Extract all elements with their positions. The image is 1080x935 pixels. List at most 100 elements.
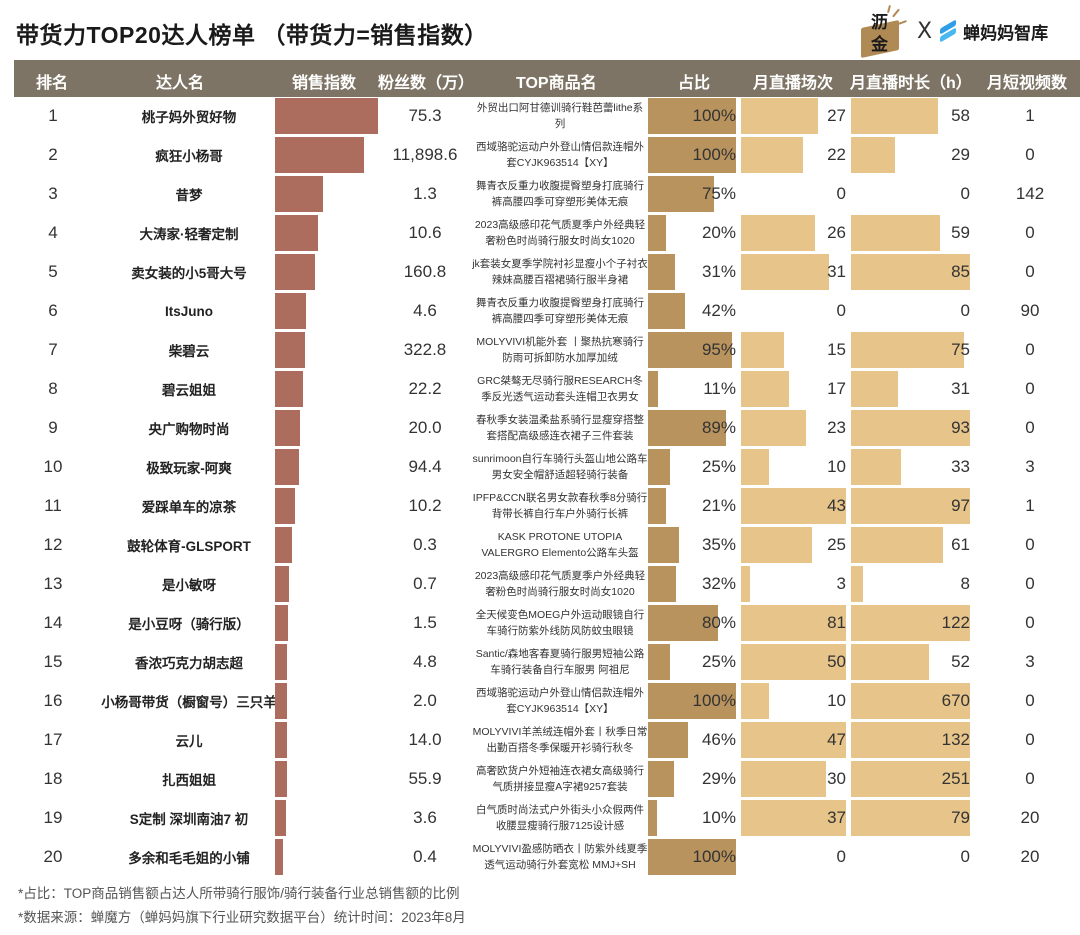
live-hours-cell: 31: [951, 379, 970, 398]
table-row: 15 香浓巧克力胡志超 4.8 Santic/森地客春夏骑行服男短袖公路车骑行装备自行…: [14, 644, 1080, 683]
live-sessions-cell: 27: [827, 106, 846, 125]
share-bar: [648, 527, 679, 563]
live-sessions-cell: 81: [827, 613, 846, 632]
short-videos-cell: 1: [1025, 496, 1035, 515]
table-header: 排名 达人名 销售指数 粉丝数（万） TOP商品名 占比 月直播场次 月直播时长…: [14, 60, 1080, 97]
live-sessions-bar: [741, 800, 846, 836]
live-sessions-cell: 26: [827, 223, 846, 242]
live-hours-bar: [851, 371, 898, 407]
fans-cell: 10.2: [408, 496, 442, 515]
live-sessions-bar: [741, 566, 750, 602]
influencer-name: 扎西姐姐: [162, 773, 216, 788]
short-videos-cell: 0: [1025, 730, 1035, 749]
live-hours-bar: [851, 761, 970, 797]
live-sessions-bar: [741, 215, 815, 251]
top-product-cell: 2023高级感印花气质夏季户外经典轻奢粉色时尚骑行服女时尚女1020: [474, 219, 646, 247]
short-videos-cell: 0: [1025, 691, 1035, 710]
live-hours-cell: 61: [951, 535, 970, 554]
influencer-name: S定制 深圳南油7 初: [129, 812, 249, 827]
live-hours-cell: 79: [951, 808, 970, 827]
live-sessions-bar: [741, 644, 846, 680]
share-bar: [648, 800, 657, 836]
top-product-cell: KASK PROTONE UTOPIA VALERGRO Elemento公路车…: [481, 531, 639, 559]
share-bar: [648, 488, 666, 524]
sales-index-bar: [275, 332, 305, 368]
live-sessions-cell: 47: [827, 730, 846, 749]
col-rank: 排名: [36, 75, 69, 92]
sales-index-bar: [275, 410, 300, 446]
page-title: 带货力TOP20达人榜单 （带货力=销售指数）: [16, 22, 488, 48]
table-row: 19 S定制 深圳南油7 初 3.6 白气质时尚法式户外街头小众假两件收腰显瘦骑行服7…: [14, 800, 1080, 839]
live-sessions-cell: 23: [827, 418, 846, 437]
top-product-cell: 春秋季女装温柔盐系骑行显瘦穿搭整套搭配高级感连衣裙子三件套装: [476, 414, 644, 442]
share-cell: 75%: [701, 184, 736, 203]
share-cell: 29%: [701, 769, 736, 788]
col-live-hours: 月直播时长（h）: [850, 75, 972, 92]
table-row: 14 是小豆呀（骑行版） 1.5 全天候变色MOEG户外运动眼镜自行车骑行防紫外线防风…: [14, 605, 1080, 644]
chanmama-icon: [938, 19, 958, 43]
live-sessions-bar: [741, 410, 806, 446]
fans-cell: 10.6: [408, 223, 442, 242]
share-cell: 42%: [701, 301, 736, 320]
share-bar: [648, 566, 676, 602]
live-sessions-cell: 15: [827, 340, 846, 359]
live-hours-bar: [851, 527, 943, 563]
live-hours-cell: 8: [960, 574, 970, 593]
top-product-cell: sunrimoon自行车骑行头盔山地公路车男女安全帽舒适超轻骑行装备: [472, 453, 648, 481]
live-hours-bar: [851, 449, 901, 485]
rank-cell: 15: [43, 652, 63, 671]
sales-index-bar: [275, 215, 318, 251]
sales-index-bar: [275, 98, 378, 134]
table-row: 2 疯狂小杨哥 11,898.6 西域骆驼运动户外登山情侣款连帽外套CYJK96351…: [14, 137, 1080, 176]
col-share: 占比: [678, 75, 711, 92]
influencer-name: 云儿: [175, 734, 203, 749]
fans-cell: 322.8: [403, 340, 447, 359]
live-hours-cell: 59: [951, 223, 970, 242]
short-videos-cell: 0: [1025, 613, 1035, 632]
live-sessions-bar: [741, 449, 769, 485]
short-videos-cell: 90: [1020, 301, 1040, 320]
rank-cell: 20: [43, 847, 63, 866]
live-hours-cell: 0: [960, 301, 970, 320]
top-product-cell: GRC桀骜无尽骑行服RESEARCH冬季反光透气运动套头连帽卫衣男女: [477, 375, 643, 403]
rank-cell: 9: [48, 418, 58, 437]
rank-cell: 18: [43, 769, 63, 788]
short-videos-cell: 1: [1025, 106, 1035, 125]
live-sessions-bar: [741, 683, 769, 719]
top-product-cell: jk套装女夏季学院衬衫显瘦小个子衬衣辣妹高腰百褶裙骑行服半身裙: [472, 258, 648, 286]
influencer-name: 疯狂小杨哥: [155, 149, 223, 164]
rank-cell: 7: [48, 340, 58, 359]
rank-cell: 5: [48, 262, 58, 281]
live-hours-bar: [851, 566, 863, 602]
rank-cell: 19: [43, 808, 63, 827]
share-bar: [648, 644, 670, 680]
top-product-cell: 全天候变色MOEG户外运动眼镜自行车骑行防紫外线防风防蚊虫眼镜: [475, 609, 645, 637]
table-row: 10 极致玩家-阿爽 94.4 sunrimoon自行车骑行头盔山地公路车男女安全帽舒…: [14, 449, 1080, 488]
share-cell: 100%: [692, 691, 736, 710]
influencer-name: 爱踩单车的凉茶: [141, 500, 237, 515]
fans-cell: 3.6: [413, 808, 437, 827]
live-hours-cell: 93: [951, 418, 970, 437]
share-bar: [648, 605, 718, 641]
short-videos-cell: 0: [1025, 262, 1035, 281]
footnote-source: *数据来源：蝉魔方（蝉妈妈旗下行业研究数据平台）统计时间：2023年8月: [18, 910, 466, 925]
share-bar: [648, 722, 688, 758]
influencer-name: 香浓巧克力胡志超: [135, 656, 243, 671]
live-sessions-bar: [741, 332, 784, 368]
live-sessions-bar: [741, 527, 812, 563]
live-hours-cell: 85: [951, 262, 970, 281]
fans-cell: 0.4: [413, 847, 437, 866]
share-bar: [648, 449, 670, 485]
live-sessions-cell: 37: [827, 808, 846, 827]
share-cell: 25%: [701, 652, 736, 671]
table-row: 17 云儿 14.0 MOLYVIVI羊羔绒连帽外套丨秋季日常出勤百搭冬季保暖开衫骑行…: [14, 722, 1080, 761]
logo-group: 沥 金 X 蝉妈妈智库: [855, 4, 1048, 59]
short-videos-cell: 0: [1025, 418, 1035, 437]
live-hours-cell: 670: [941, 691, 970, 710]
fans-cell: 4.6: [413, 301, 437, 320]
lijin-logo-icon: 沥 金: [855, 4, 915, 59]
top-product-cell: IPFP&CCN联名男女款春秋季8分骑行背带长裤自行车户外骑行长裤: [472, 492, 648, 520]
influencer-name: 央广购物时尚: [148, 422, 230, 437]
sales-index-bar: [275, 488, 295, 524]
live-hours-cell: 251: [941, 769, 970, 788]
